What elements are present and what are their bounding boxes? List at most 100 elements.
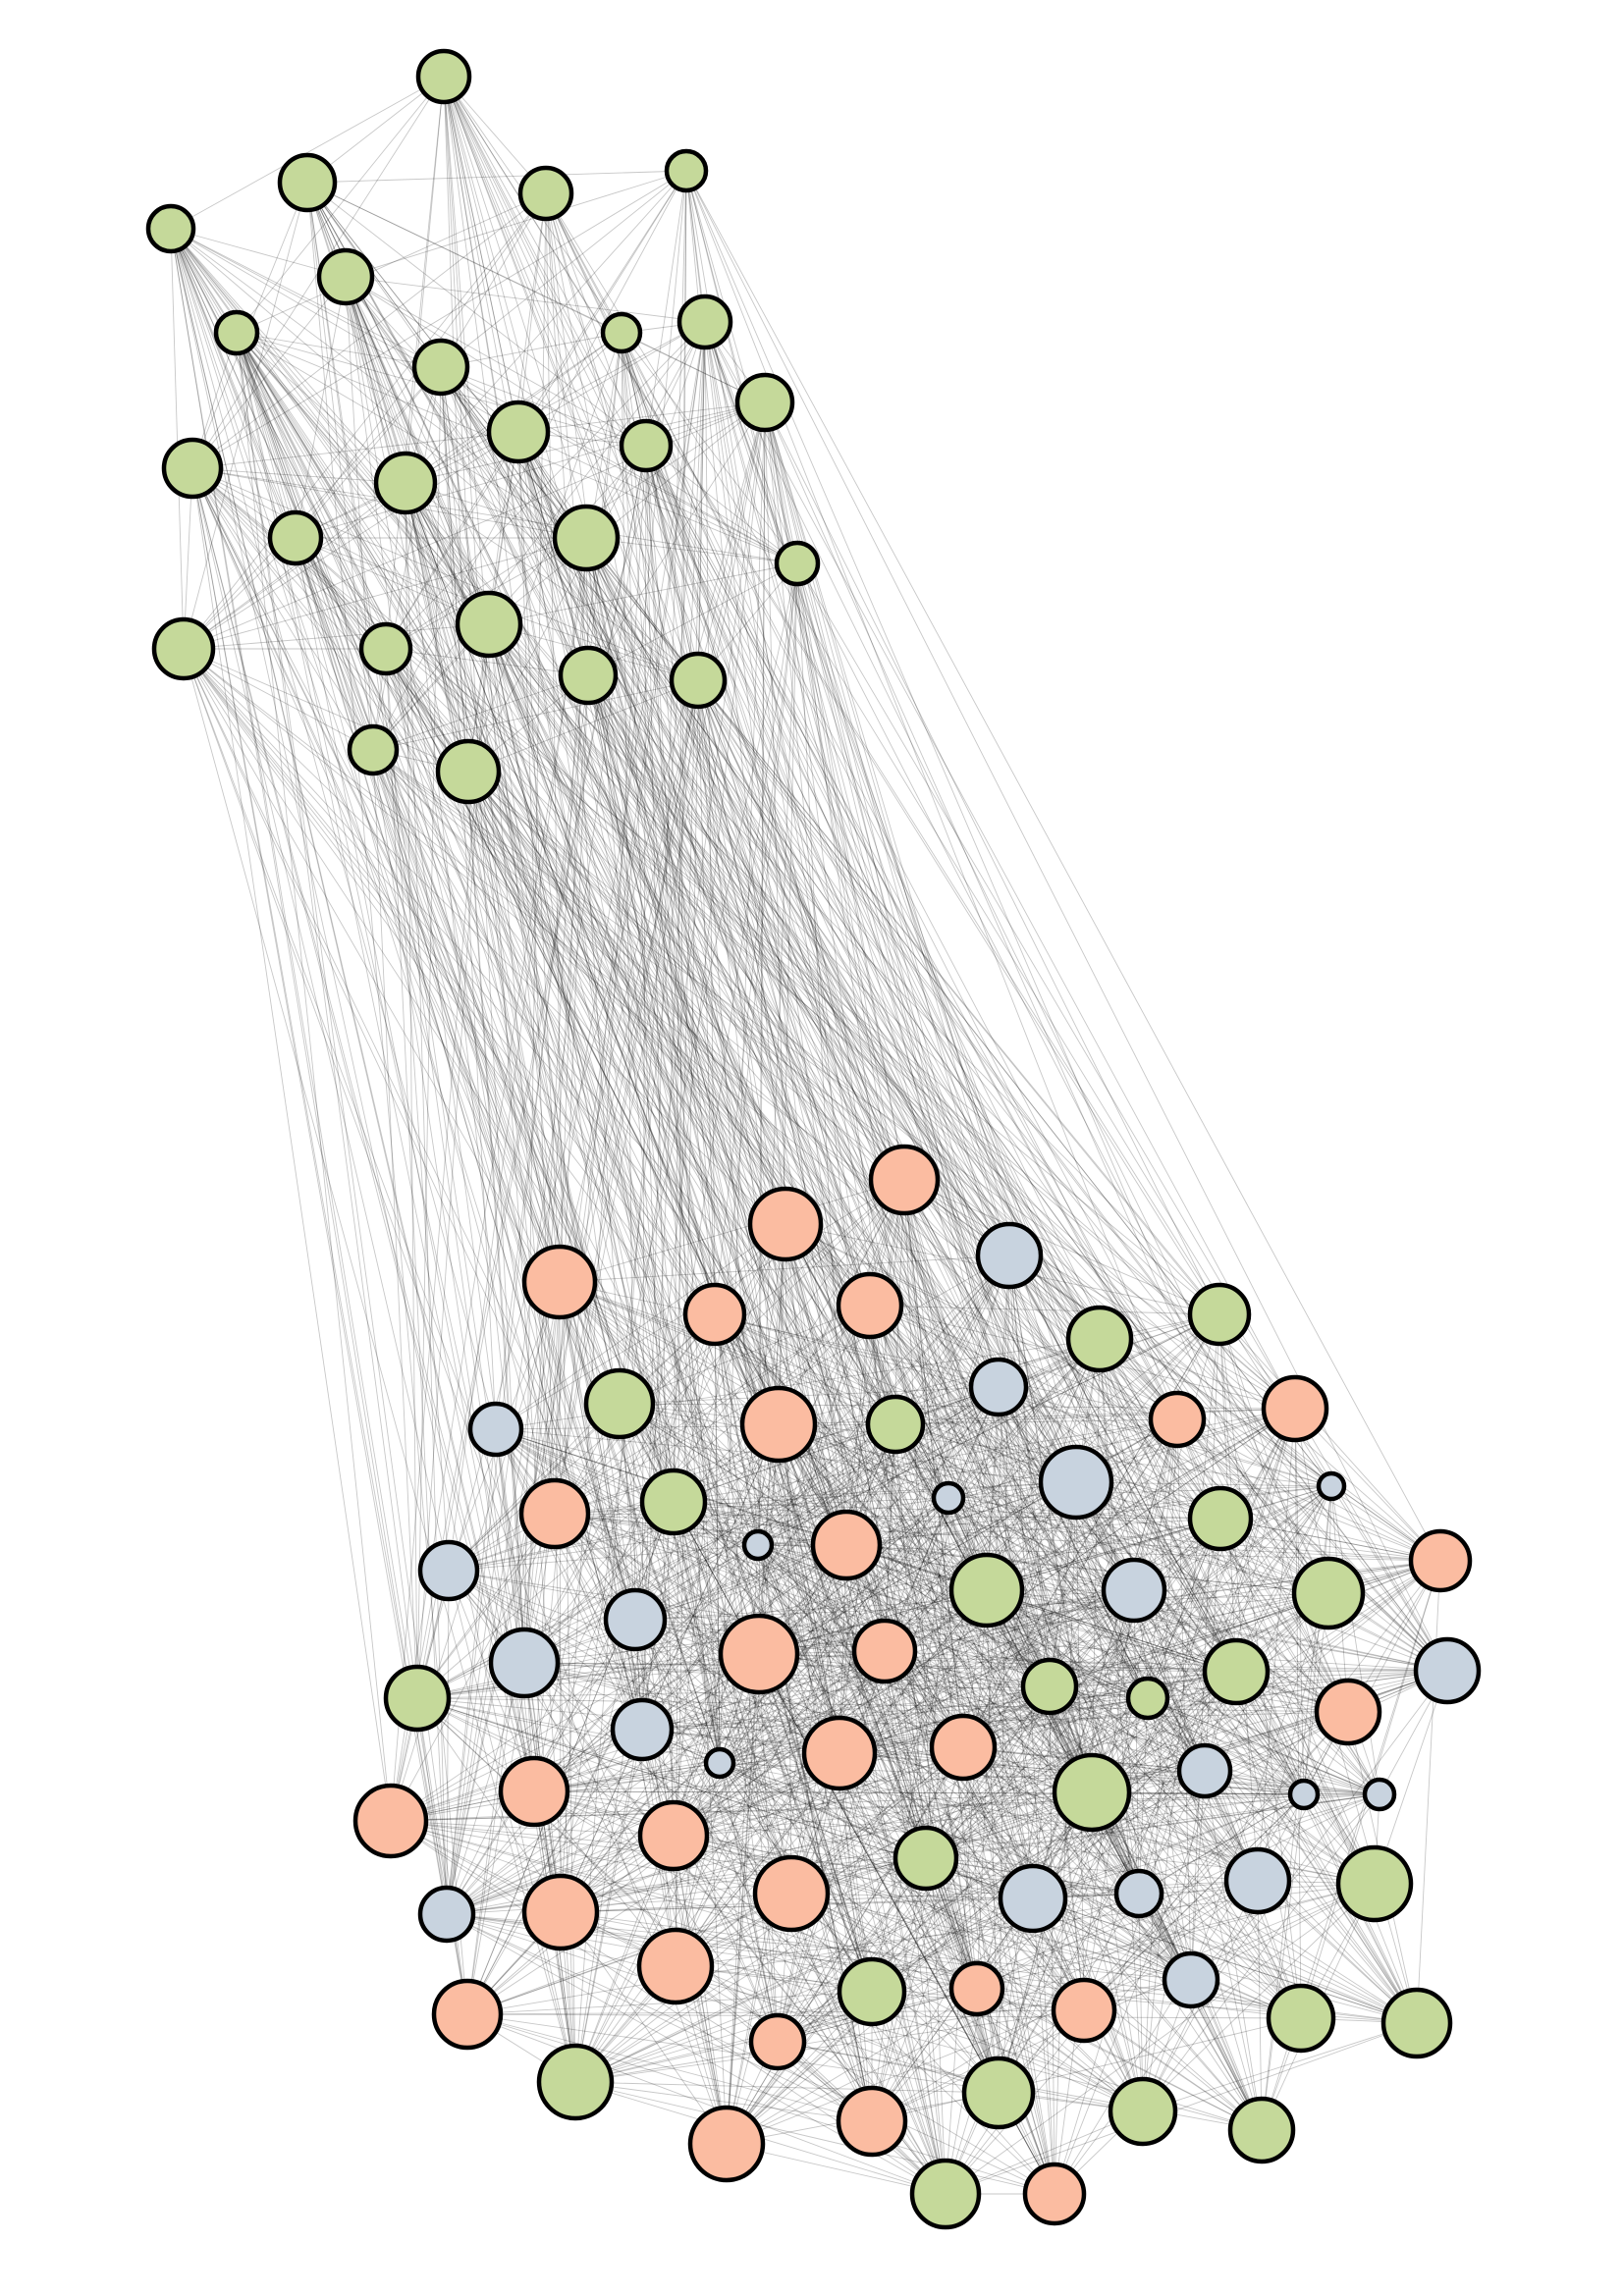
edge [385,431,519,650]
edge [673,1544,759,1837]
edge [784,1223,1034,1899]
edge [719,1762,1418,2024]
edge [523,321,706,1664]
edge [390,1820,792,1895]
edge [714,1313,988,1591]
edge [998,1386,1206,1772]
edge [634,1255,1010,1621]
edge [1091,1791,1380,1795]
edge [517,431,896,1425]
edge [673,1481,1077,1503]
edge [1008,1255,1237,1673]
node-blue [968,1357,1029,1417]
edge [170,228,905,1181]
edge [673,1650,886,1837]
node-green [961,2056,1036,2130]
edge [495,1428,759,1546]
edge [869,1305,1380,1795]
edge [236,332,873,1993]
edge [673,1501,964,1748]
edge [517,431,1237,1673]
edge [839,1697,1149,1754]
edge [784,1223,1144,2112]
edge [405,482,978,1990]
edge [585,537,978,1990]
edge [443,76,847,1546]
edge [191,467,1055,2195]
edge [784,1223,1332,1487]
edge [673,1501,1140,1895]
edge [372,321,706,751]
node-salmon [637,1799,710,1872]
edge [894,1408,1296,1425]
edge [559,1179,905,1283]
edge [685,170,1441,1562]
edge [1008,1255,1332,1487]
edge [559,1255,1010,1283]
edge [345,276,947,2195]
node-green [1335,1844,1414,1923]
edge [560,401,766,1913]
edge [585,537,1448,1672]
edge [685,170,798,564]
edge [621,332,873,2122]
edge [466,1670,1448,2015]
edge [1294,1408,1448,1672]
edge [191,467,1220,1315]
edge [554,1179,905,1515]
edge [1176,1418,1349,1713]
edge [645,170,687,447]
edge [574,2081,1000,2094]
edge [170,228,1010,1256]
edge [986,1589,1448,1672]
edge [1083,1880,1259,2011]
edge [673,1791,1093,1837]
edge [533,1746,964,1792]
edge [191,276,347,469]
edge [947,1497,1206,1772]
edge [405,482,469,773]
edge [372,749,1329,1594]
edge [884,1650,1085,2011]
edge [1075,1481,1206,1772]
edge [183,648,847,1546]
edge [560,1423,780,1913]
edge [345,276,469,773]
edge [306,182,1332,1487]
edge [925,1857,1259,1882]
edge [183,623,490,650]
edge [170,228,519,433]
edge [1257,1880,1263,2131]
edge [467,445,647,773]
edge [448,1570,1263,2131]
edge [790,1893,1263,2131]
edge [634,401,766,1621]
edge [554,401,766,1515]
node-salmon [521,1873,600,1951]
edge [170,228,297,539]
edge [685,170,1000,1388]
edge [345,276,1010,1256]
edge [523,1662,1305,1795]
edge [517,431,556,1515]
edge [495,1428,1192,1981]
edge [675,321,706,1967]
node-green [383,1664,452,1733]
edge [495,1428,643,1731]
edge [295,537,1332,1487]
node-green [552,504,621,572]
edge [488,623,1296,1410]
edge [295,401,766,539]
edge [871,1883,1376,2122]
edge [925,1592,1329,1859]
edge [894,1423,1034,1899]
edge [796,562,1000,2094]
edge [726,1791,1093,2145]
edge [925,1386,1000,1859]
edge [796,562,1329,1594]
edge [1142,1793,1380,2112]
edge [884,1650,947,2195]
edge [758,1589,1135,1655]
edge [560,1560,1441,1913]
edge [778,1423,1093,1793]
